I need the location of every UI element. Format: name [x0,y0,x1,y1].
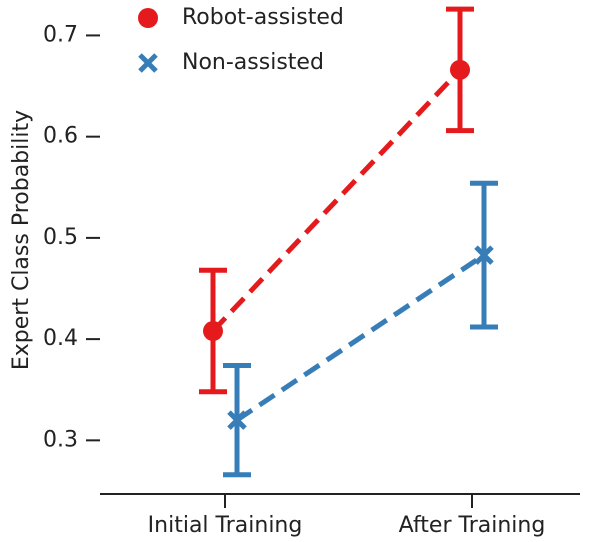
point [227,410,247,430]
y-tick-label: 0.5 [43,225,78,250]
y-tick-label: 0.3 [43,427,78,452]
x-tick-label: Initial Training [148,513,303,538]
point [474,245,494,265]
legend-marker [138,53,158,73]
x-tick-label: After Training [399,513,546,538]
legend-marker [138,8,158,28]
y-tick-label: 0.6 [43,124,78,149]
legend-label: Robot-assisted [182,5,344,30]
series-line [211,68,462,333]
y-tick-label: 0.4 [43,326,78,351]
legend-label: Non-assisted [182,50,324,75]
point [450,59,470,80]
series-line [235,253,486,423]
y-tick-label: 0.7 [43,22,78,47]
point [203,321,223,342]
y-axis-label: Expert Class Probability [9,110,34,370]
